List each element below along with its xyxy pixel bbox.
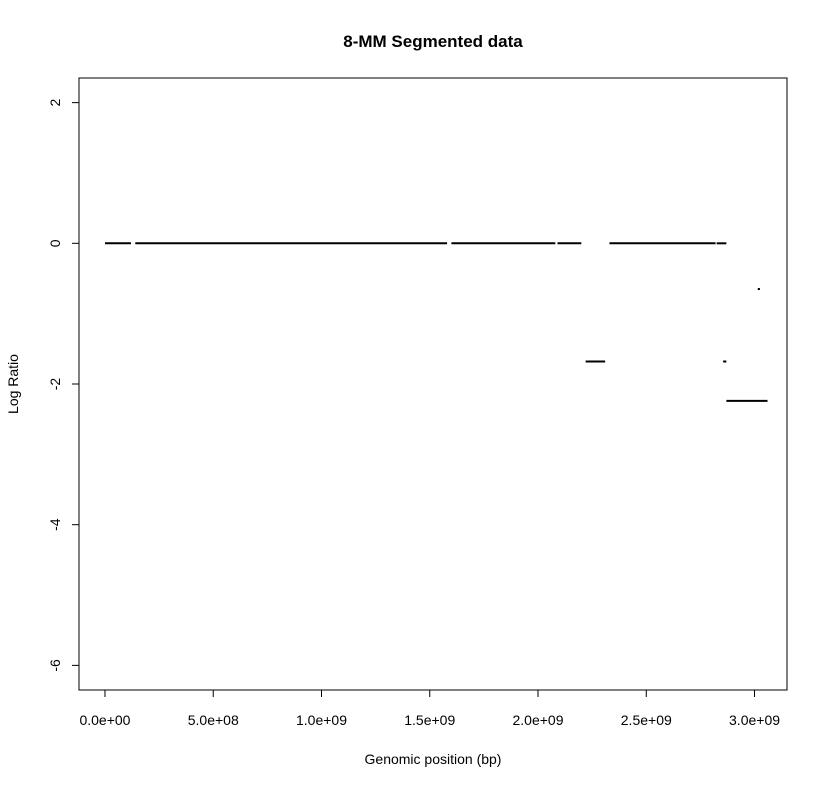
x-axis-label: Genomic position (bp) <box>365 751 502 767</box>
chart-title: 8-MM Segmented data <box>343 32 523 51</box>
y-axis: 2 0 -2 -4 -6 <box>47 99 80 672</box>
segments <box>104 242 768 402</box>
y-tick-label: -2 <box>47 378 63 391</box>
x-tick-label: 2.5e+09 <box>621 712 672 728</box>
y-tick-label: -6 <box>47 659 63 672</box>
x-axis: 0.0e+00 5.0e+08 1.0e+09 1.5e+09 2.0e+09 2.5e+… <box>79 689 780 728</box>
y-tick-label: 2 <box>47 99 63 107</box>
x-tick-label: 2.0e+09 <box>513 712 564 728</box>
y-axis-label: Log Ratio <box>5 354 21 414</box>
x-tick-label: 3.0e+09 <box>729 712 780 728</box>
x-tick-label: 0.0e+00 <box>79 712 130 728</box>
y-tick-label: 0 <box>47 239 63 247</box>
y-tick-label: -4 <box>47 518 63 531</box>
x-tick-label: 1.0e+09 <box>296 712 347 728</box>
plot-area-frame <box>78 77 788 691</box>
x-tick-label: 5.0e+08 <box>188 712 239 728</box>
x-tick-label: 1.5e+09 <box>404 712 455 728</box>
